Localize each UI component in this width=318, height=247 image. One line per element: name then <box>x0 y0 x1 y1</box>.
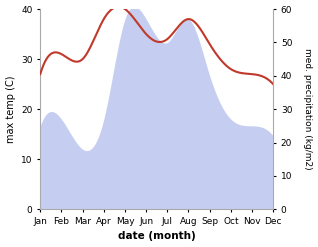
Y-axis label: max temp (C): max temp (C) <box>5 75 16 143</box>
Y-axis label: med. precipitation (kg/m2): med. precipitation (kg/m2) <box>303 48 313 170</box>
X-axis label: date (month): date (month) <box>118 231 196 242</box>
